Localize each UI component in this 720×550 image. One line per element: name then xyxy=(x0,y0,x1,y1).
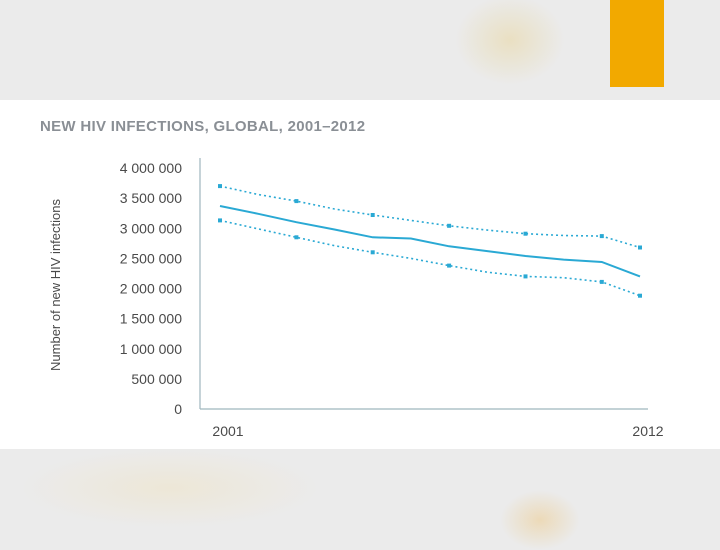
y-tick-label: 0 xyxy=(174,401,182,417)
data-point-marker xyxy=(523,231,528,236)
data-point-marker xyxy=(523,274,528,279)
data-point-marker xyxy=(447,263,452,268)
y-tick-label: 2 000 000 xyxy=(120,281,182,297)
series-lines xyxy=(218,184,642,298)
series-line-upper-bound xyxy=(219,185,641,249)
data-point-marker xyxy=(447,223,452,228)
accent-block xyxy=(610,0,664,87)
data-point-marker xyxy=(370,250,375,255)
y-tick-label: 3 000 000 xyxy=(120,220,182,236)
data-point-marker xyxy=(294,235,299,240)
data-point-marker xyxy=(370,213,375,217)
y-axis-label: Number of new HIV infections xyxy=(48,199,63,371)
y-tick-label: 2 500 000 xyxy=(120,250,182,266)
data-point-marker xyxy=(638,293,642,298)
data-point-marker xyxy=(599,234,604,239)
data-point-marker xyxy=(638,245,642,250)
data-point-marker xyxy=(294,199,299,204)
chart-panel xyxy=(0,100,720,449)
y-tick-label: 500 000 xyxy=(131,371,182,387)
y-tick-label: 1 500 000 xyxy=(120,311,182,327)
y-tick-label: 3 500 000 xyxy=(120,190,182,206)
y-tick-label: 4 000 000 xyxy=(120,160,182,176)
x-tick-label: 2001 xyxy=(212,423,243,439)
y-axis-tick-labels: 0 500 000 1 000 000 1 500 000 2 000 000 2 500… xyxy=(120,160,183,417)
x-tick-label: 2012 xyxy=(632,423,663,439)
data-point-marker xyxy=(218,218,222,223)
chart-title: NEW HIV INFECTIONS, GLOBAL, 2001–2012 xyxy=(40,118,366,135)
series-line-estimate xyxy=(219,205,641,278)
data-point-marker xyxy=(599,279,604,284)
data-point-marker xyxy=(218,184,222,189)
x-axis-tick-labels: 2001 2012 xyxy=(212,423,663,439)
y-tick-label: 1 000 000 xyxy=(120,341,182,357)
series-line-lower-bound xyxy=(219,219,641,297)
